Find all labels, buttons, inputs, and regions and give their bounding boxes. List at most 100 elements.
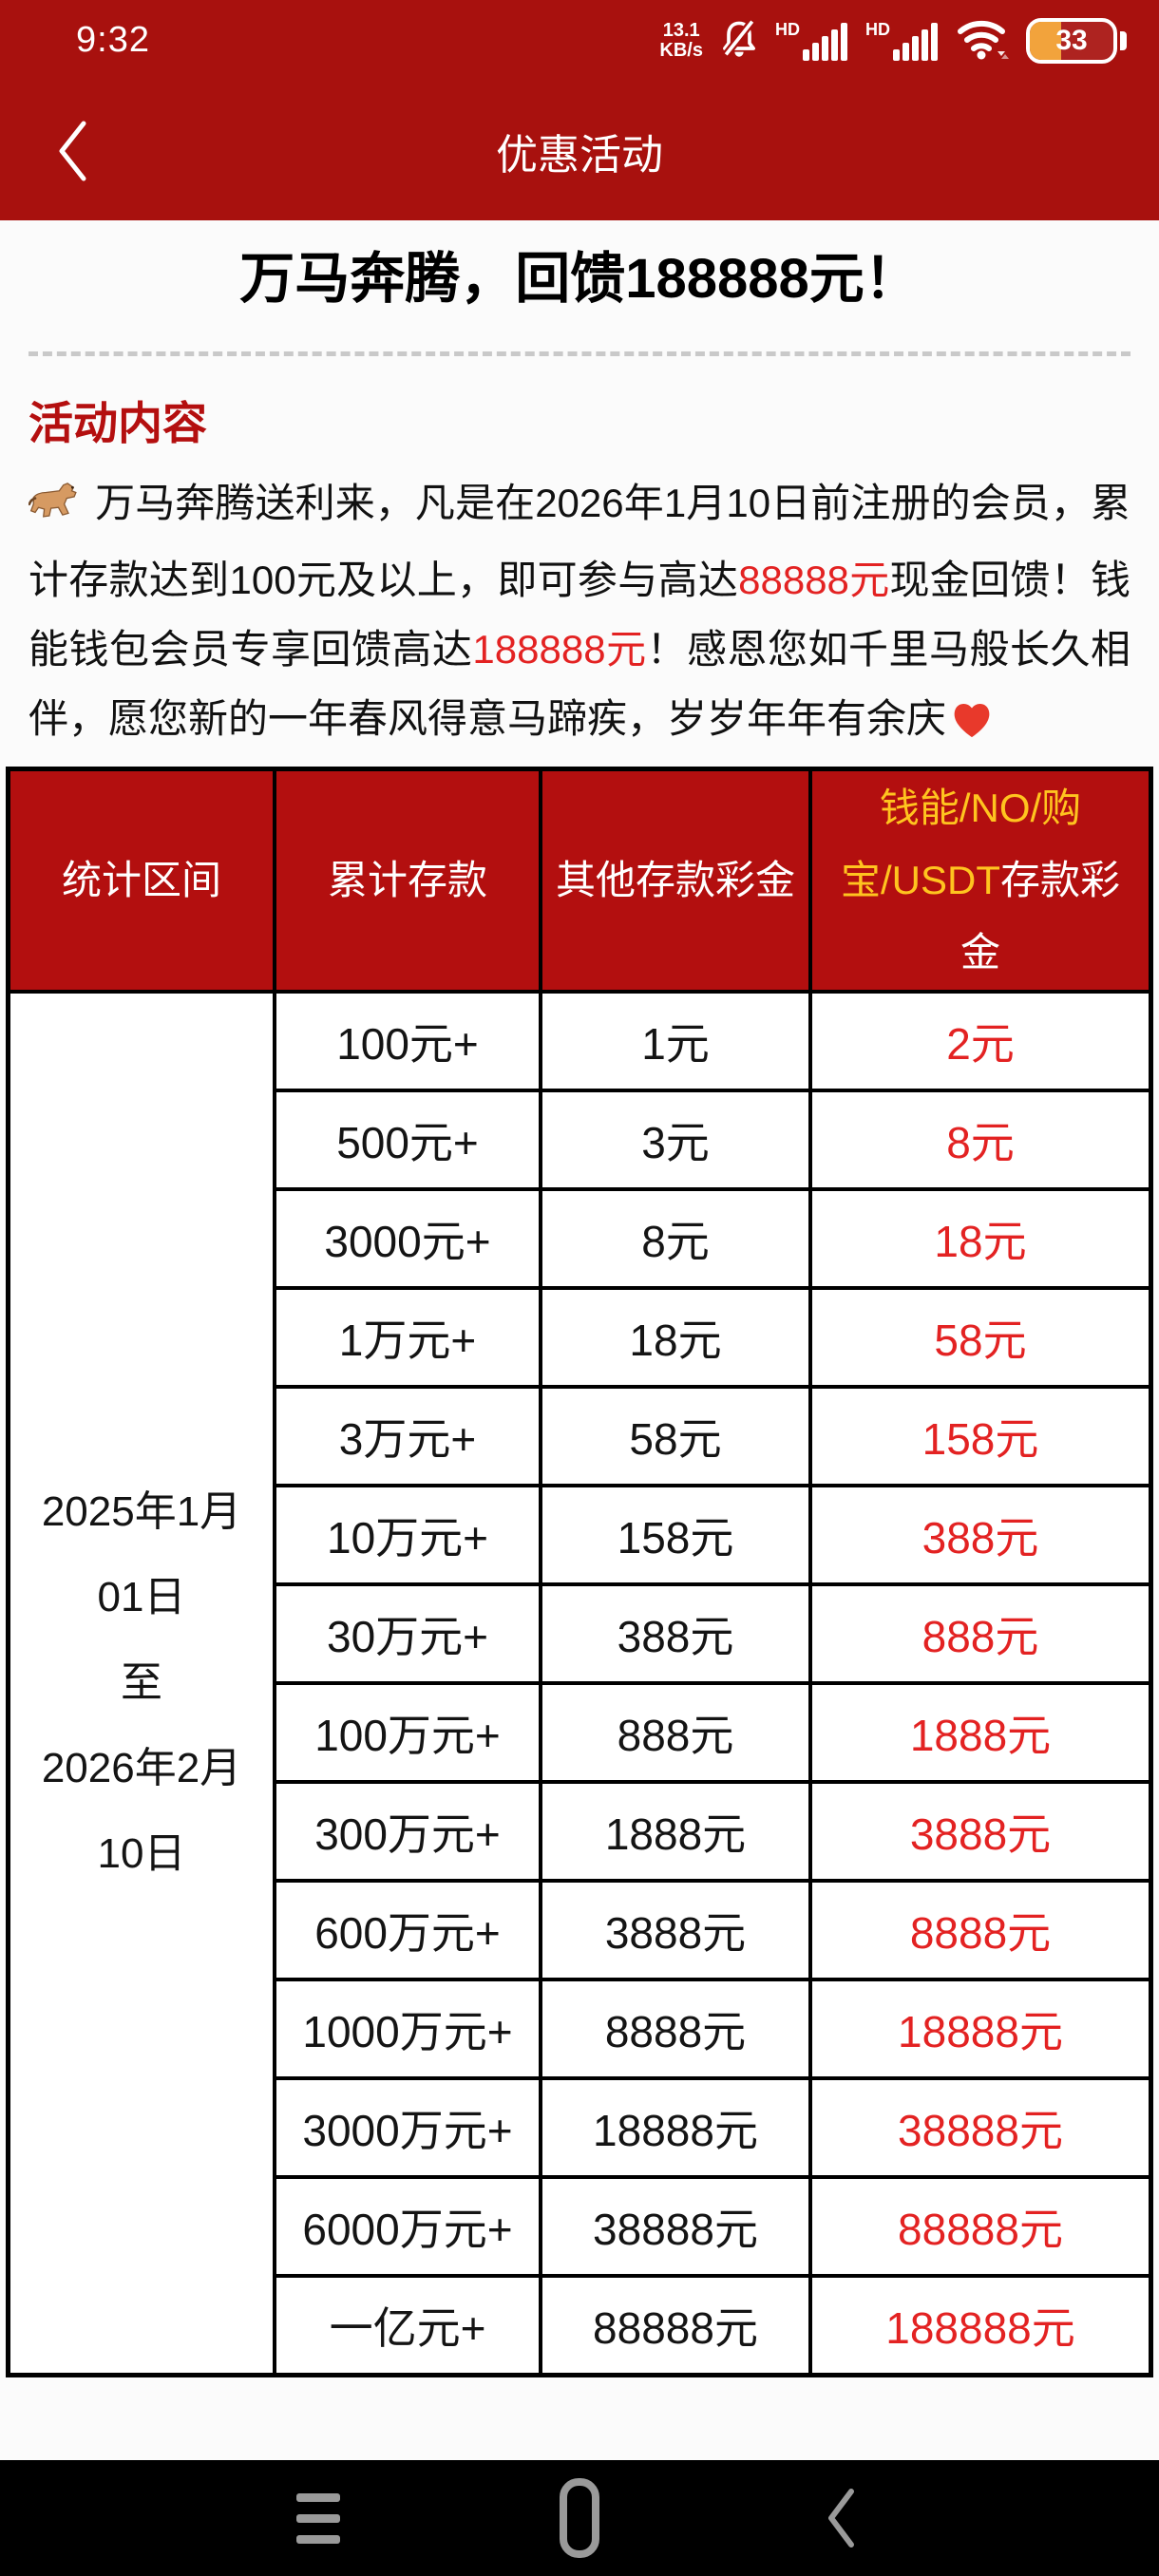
other-bonus-cell: 388元 <box>539 1582 812 1685</box>
special-bonus-cell: 2元 <box>808 990 1153 1092</box>
other-bonus-cell: 18元 <box>539 1286 812 1389</box>
paragraph-text-1: 万马奔腾送利来，凡是在2026年1月10日前注册的会员，累计存款达到100元及以… <box>28 481 1130 602</box>
status-bar: 9:32 13.1 KB/s HD <box>0 0 1159 81</box>
special-bonus-cell: 8元 <box>808 1089 1153 1191</box>
table-row: 30万元+ 388元 888元 <box>9 1582 1153 1685</box>
other-bonus-cell: 8元 <box>539 1187 812 1290</box>
table-row: 10万元+ 158元 388元 <box>9 1484 1153 1586</box>
special-bonus-cell: 8888元 <box>808 1879 1153 1981</box>
network-speed-indicator: 13.1 KB/s <box>659 19 703 61</box>
bonus-table-header: 统计区间 累计存款 其他存款彩金 钱能/NO/购宝/USDT存款彩金 <box>6 767 1153 994</box>
chevron-left-icon <box>59 121 86 180</box>
recents-button[interactable] <box>290 2475 347 2561</box>
promo-content: 万马奔腾，回馈188888元！ 活动内容 万马奔腾送利来，凡是在2026年1月1… <box>0 220 1159 2460</box>
deposit-cell: 6000万元+ <box>273 2175 542 2278</box>
promo-paragraph: 万马奔腾送利来，凡是在2026年1月10日前注册的会员，累计存款达到100元及以… <box>28 468 1130 761</box>
network-speed-unit: KB/s <box>659 39 703 61</box>
paragraph-text-2: 现金回馈！钱能钱包会员专享回馈高达 <box>28 558 1130 672</box>
other-bonus-cell: 88888元 <box>539 2274 812 2377</box>
paragraph-text-3: ！感恩您如千里马般长久相伴，愿您新的一年春风得意马蹄疾，岁岁年年有余庆 <box>28 627 1130 741</box>
other-bonus-cell: 1元 <box>539 990 812 1092</box>
sim2-signal-icon: HD <box>865 19 940 63</box>
battery-nub <box>1120 30 1127 50</box>
other-bonus-cell: 38888元 <box>539 2175 812 2278</box>
back-chevron-icon <box>828 2489 854 2548</box>
other-bonus-cell: 1888元 <box>539 1780 812 1883</box>
other-bonus-cell: 18888元 <box>539 2076 812 2179</box>
deposit-cell: 100元+ <box>273 990 542 1092</box>
sim1-hd-badge: HD <box>775 19 800 39</box>
special-bonus-cell: 88888元 <box>808 2175 1153 2278</box>
table-row: 3000元+ 8元 18元 <box>9 1187 1153 1290</box>
heart-emoji-icon <box>950 691 994 761</box>
special-bonus-cell: 18元 <box>808 1187 1153 1290</box>
special-bonus-cell: 18888元 <box>808 1978 1153 2080</box>
battery-fill-level <box>1030 21 1062 60</box>
deposit-cell: 一亿元+ <box>273 2274 542 2377</box>
other-bonus-cell: 888元 <box>539 1681 812 1784</box>
page-title: 优惠活动 <box>496 131 663 179</box>
sim1-signal-icon: HD <box>775 19 850 63</box>
special-bonus-cell: 388元 <box>808 1484 1153 1586</box>
back-button[interactable] <box>44 113 101 189</box>
table-row: 300万元+ 1888元 3888元 <box>9 1780 1153 1883</box>
other-bonus-cell: 8888元 <box>539 1978 812 2080</box>
sim2-hd-badge: HD <box>865 19 890 39</box>
banner-title: 万马奔腾，回馈188888元！ <box>239 248 920 310</box>
bonus-amount-188888: 188888元 <box>472 627 647 672</box>
deposit-cell: 30万元+ <box>273 1582 542 1685</box>
other-bonus-cell: 3元 <box>539 1089 812 1191</box>
home-pill-icon <box>560 2478 599 2558</box>
deposit-cell: 1万元+ <box>273 1286 542 1389</box>
special-bonus-cell: 188888元 <box>808 2274 1153 2377</box>
network-speed-value: 13.1 <box>662 19 700 41</box>
back-nav-button[interactable] <box>812 2475 869 2561</box>
special-bonus-cell: 1888元 <box>808 1681 1153 1784</box>
status-icons: 13.1 KB/s HD <box>659 15 1127 66</box>
home-button[interactable] <box>551 2475 608 2561</box>
table-row: 3万元+ 58元 158元 <box>9 1385 1153 1487</box>
deposit-cell: 10万元+ <box>273 1484 542 1586</box>
special-channels-label: 钱能/NO/购宝/USDT <box>840 786 1082 902</box>
table-row: 500元+ 3元 8元 <box>9 1089 1153 1191</box>
stat-period-cell: 2025年1月 01日 至 2026年2月 10日 <box>6 990 276 2377</box>
table-row: 2025年1月 01日 至 2026年2月 10日 100元+ 1元 2元 <box>6 990 1153 2377</box>
dashed-divider <box>28 351 1130 356</box>
battery-icon: 33 <box>1026 17 1127 64</box>
app-bar: 优惠活动 <box>0 81 1159 220</box>
special-bonus-label: 存款彩金 <box>960 858 1121 975</box>
deposit-cell: 1000万元+ <box>273 1978 542 2080</box>
clock-text: 9:32 <box>76 20 150 60</box>
bell-muted-icon <box>718 15 760 66</box>
table-row: 1000万元+ 8888元 18888元 <box>9 1978 1153 2080</box>
bonus-table-body: 2025年1月 01日 至 2026年2月 10日 100元+ 1元 2元 500元+ 3… <box>6 990 1153 2377</box>
other-bonus-cell: 58元 <box>539 1385 812 1487</box>
col-header-deposit: 累计存款 <box>273 767 542 994</box>
section-heading: 活动内容 <box>28 398 207 448</box>
special-bonus-cell: 3888元 <box>808 1780 1153 1883</box>
wifi-icon <box>956 15 1011 66</box>
table-row: 一亿元+ 88888元 188888元 <box>9 2274 1153 2377</box>
special-bonus-cell: 158元 <box>808 1385 1153 1487</box>
battery-percent-text: 33 <box>1055 24 1088 56</box>
bonus-table: 统计区间 累计存款 其他存款彩金 钱能/NO/购宝/USDT存款彩金 2025年… <box>6 767 1153 2377</box>
deposit-cell: 3000元+ <box>273 1187 542 1290</box>
deposit-cell: 500元+ <box>273 1089 542 1191</box>
header-row: 统计区间 累计存款 其他存款彩金 钱能/NO/购宝/USDT存款彩金 <box>6 767 1153 994</box>
col-header-special-bonus: 钱能/NO/购宝/USDT存款彩金 <box>808 767 1153 994</box>
table-row: 1万元+ 18元 58元 <box>9 1286 1153 1389</box>
other-bonus-cell: 158元 <box>539 1484 812 1586</box>
special-bonus-cell: 38888元 <box>808 2076 1153 2179</box>
deposit-cell: 300万元+ <box>273 1780 542 1883</box>
other-bonus-cell: 3888元 <box>539 1879 812 1981</box>
deposit-cell: 600万元+ <box>273 1879 542 1981</box>
col-header-period: 统计区间 <box>6 767 276 994</box>
special-bonus-cell: 888元 <box>808 1582 1153 1685</box>
deposit-cell: 3000万元+ <box>273 2076 542 2179</box>
table-row: 100万元+ 888元 1888元 <box>9 1681 1153 1784</box>
bonus-amount-88888: 88888元 <box>738 558 890 602</box>
special-bonus-cell: 58元 <box>808 1286 1153 1389</box>
android-nav-bar <box>0 2460 1159 2576</box>
table-row: 3000万元+ 18888元 38888元 <box>9 2076 1153 2179</box>
